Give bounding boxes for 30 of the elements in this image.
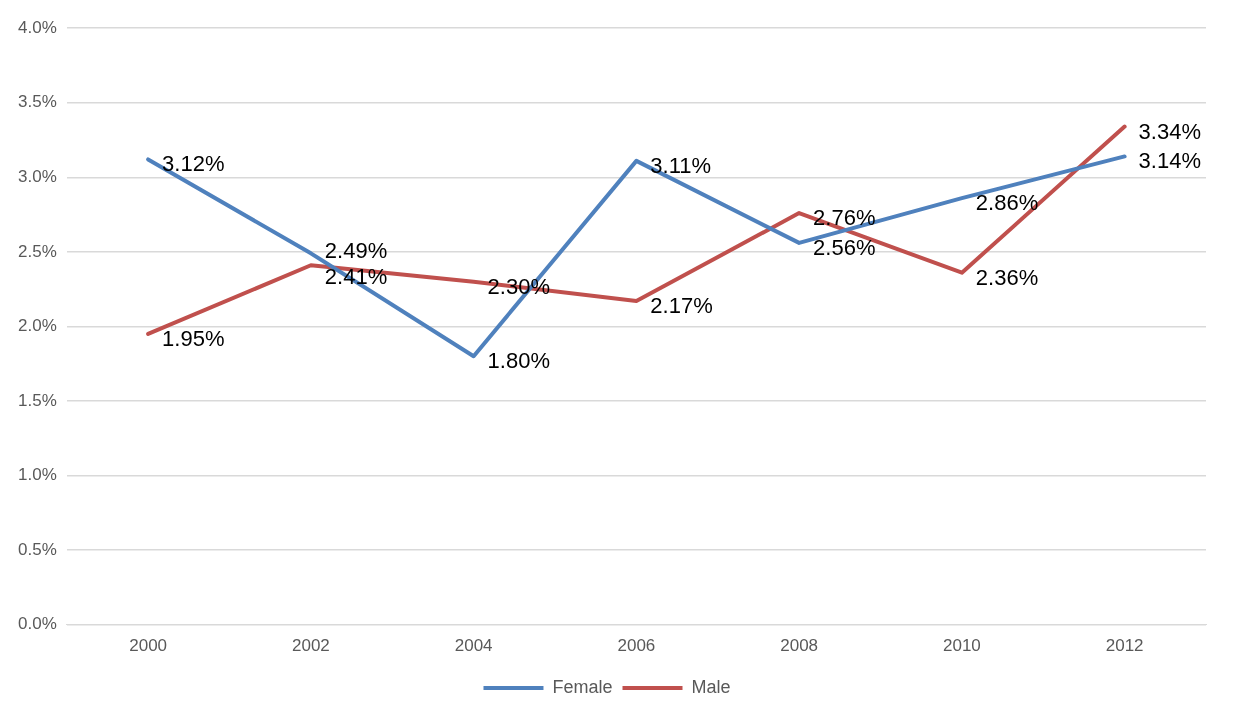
y-tick-label: 1.0%	[18, 465, 57, 485]
data-label: 2.17%	[650, 293, 713, 319]
y-tick-label: 0.5%	[18, 539, 57, 559]
y-tick-label: 2.5%	[18, 241, 57, 261]
data-label: 2.76%	[813, 205, 876, 231]
y-tick-label: 1.5%	[18, 390, 57, 410]
y-tick-label: 0.0%	[18, 614, 57, 634]
data-label: 2.49%	[324, 238, 388, 264]
data-label: 3.11%	[650, 152, 712, 178]
x-tick-label: 2004	[454, 636, 493, 656]
data-label: 2.56%	[813, 234, 876, 260]
legend-label: Male	[691, 676, 731, 697]
y-tick-label: 2.0%	[18, 316, 57, 336]
y-tick-label: 3.0%	[18, 166, 57, 186]
data-label: 1.95%	[162, 325, 225, 351]
y-tick-label: 4.0%	[18, 17, 57, 37]
x-tick-label: 2010	[942, 636, 981, 656]
x-tick-label: 2002	[291, 636, 330, 656]
x-tick-label: 2006	[617, 636, 656, 656]
legend-label: Female	[552, 676, 613, 697]
data-label: 3.14%	[1138, 148, 1202, 174]
x-tick-label: 2008	[780, 636, 819, 656]
data-label: 2.36%	[975, 264, 1039, 290]
data-label: 3.12%	[162, 151, 225, 177]
x-tick-label: 2012	[1105, 636, 1144, 656]
data-label: 2.86%	[975, 190, 1039, 216]
y-tick-label: 3.5%	[18, 92, 57, 112]
data-label: 3.34%	[1138, 118, 1202, 144]
x-tick-label: 2000	[129, 636, 168, 656]
data-label: 1.80%	[487, 348, 551, 374]
